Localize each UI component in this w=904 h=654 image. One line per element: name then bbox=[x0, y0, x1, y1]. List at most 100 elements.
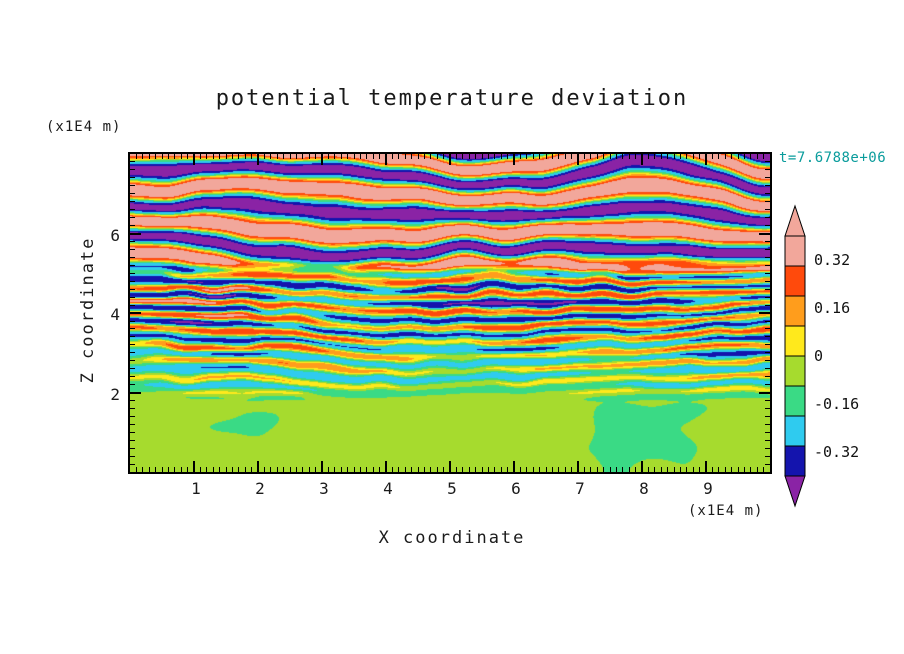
x-tick bbox=[148, 154, 150, 159]
z-tick bbox=[130, 415, 135, 417]
z-tick bbox=[130, 407, 135, 409]
x-tick bbox=[718, 467, 720, 472]
x-tick bbox=[692, 154, 694, 159]
x-tick bbox=[545, 467, 547, 472]
x-tick bbox=[206, 154, 208, 159]
x-tick bbox=[603, 154, 605, 159]
z-tick bbox=[130, 201, 135, 203]
x-tick bbox=[212, 154, 214, 159]
z-tick bbox=[765, 264, 770, 266]
x-tick bbox=[398, 154, 400, 159]
z-tick bbox=[130, 161, 135, 163]
z-tick bbox=[765, 360, 770, 362]
x-tick bbox=[449, 461, 451, 472]
x-tick bbox=[641, 154, 643, 165]
x-tick bbox=[436, 467, 438, 472]
x-tick bbox=[219, 467, 221, 472]
x-tick bbox=[756, 467, 758, 472]
x-tick bbox=[756, 154, 758, 159]
x-tick bbox=[455, 467, 457, 472]
colorbar-tick-label: 0.16 bbox=[814, 299, 851, 317]
z-tick bbox=[130, 241, 135, 242]
x-tick bbox=[481, 467, 483, 472]
z-tick bbox=[765, 193, 770, 195]
plot-area bbox=[128, 152, 772, 474]
x-tick bbox=[142, 154, 144, 159]
x-tick bbox=[526, 467, 528, 472]
x-tick bbox=[283, 467, 285, 472]
x-tick bbox=[174, 467, 176, 472]
x-tick bbox=[206, 467, 208, 472]
x-tick bbox=[763, 154, 765, 159]
x-tick bbox=[635, 467, 637, 472]
z-tick bbox=[765, 384, 770, 386]
x-tick bbox=[276, 154, 278, 159]
x-tick bbox=[571, 467, 573, 472]
x-tick bbox=[539, 154, 541, 159]
x-tick bbox=[577, 461, 579, 472]
x-tick bbox=[487, 467, 489, 472]
colorbar-tick-label: 0 bbox=[814, 347, 824, 365]
x-tick bbox=[443, 467, 445, 472]
x-tick bbox=[231, 154, 233, 159]
x-tick bbox=[148, 467, 150, 472]
x-tick bbox=[212, 467, 214, 472]
x-tick bbox=[596, 154, 598, 159]
x-tick bbox=[347, 467, 349, 472]
z-tick bbox=[765, 376, 770, 378]
x-tick bbox=[545, 154, 547, 159]
x-tick bbox=[449, 154, 451, 165]
z-tick bbox=[765, 256, 770, 258]
x-tick bbox=[443, 154, 445, 159]
x-tick bbox=[750, 467, 752, 472]
z-tick bbox=[765, 407, 770, 409]
x-tick bbox=[180, 154, 182, 159]
z-tick bbox=[130, 209, 135, 211]
x-tick bbox=[462, 154, 464, 159]
x-tick bbox=[155, 467, 157, 472]
x-tick bbox=[455, 154, 457, 159]
z-axis-unit-label: (x1E4 m) bbox=[46, 119, 122, 135]
x-tick bbox=[551, 154, 553, 159]
z-tick bbox=[130, 185, 135, 187]
x-tick bbox=[379, 467, 381, 472]
x-tick bbox=[231, 467, 233, 472]
x-tick bbox=[417, 467, 419, 472]
x-tick bbox=[193, 154, 195, 165]
z-tick bbox=[765, 431, 770, 433]
colorbar-tick-label: -0.32 bbox=[814, 443, 860, 461]
z-tick bbox=[130, 296, 135, 298]
x-tick bbox=[289, 467, 291, 472]
x-tick bbox=[583, 154, 585, 159]
z-tick-label: 2 bbox=[110, 384, 120, 404]
x-tick bbox=[308, 467, 310, 472]
x-tick bbox=[724, 154, 726, 159]
x-tick bbox=[494, 154, 496, 159]
x-tick bbox=[519, 154, 521, 159]
x-tick bbox=[660, 467, 662, 472]
x-tick bbox=[622, 154, 624, 159]
x-tick bbox=[462, 467, 464, 472]
x-tick bbox=[615, 467, 617, 472]
x-tick bbox=[686, 154, 688, 159]
x-tick bbox=[724, 467, 726, 472]
x-tick bbox=[353, 154, 355, 159]
x-tick bbox=[654, 154, 656, 159]
z-tick bbox=[765, 320, 770, 322]
x-tick bbox=[705, 461, 707, 472]
colorbar-segment-green bbox=[784, 385, 806, 417]
x-tick bbox=[532, 467, 534, 472]
z-tick bbox=[765, 296, 770, 298]
x-tick bbox=[436, 154, 438, 159]
x-tick bbox=[404, 154, 406, 159]
colorbar-segment-salmon bbox=[784, 235, 806, 267]
x-tick bbox=[519, 467, 521, 472]
z-tick bbox=[130, 264, 135, 266]
x-tick bbox=[699, 467, 701, 472]
x-tick bbox=[411, 467, 413, 472]
colorbar-segment-orange bbox=[784, 295, 806, 327]
x-tick bbox=[180, 467, 182, 472]
x-tick bbox=[743, 154, 745, 159]
x-tick bbox=[737, 154, 739, 159]
x-tick bbox=[238, 154, 240, 159]
